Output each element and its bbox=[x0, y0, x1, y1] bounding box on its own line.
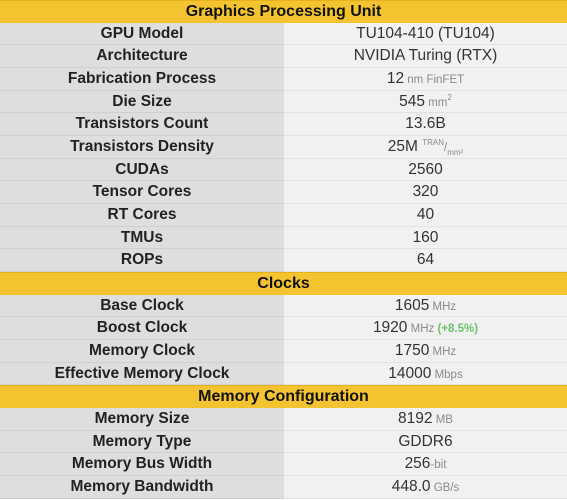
spec-row-memory-clock: Memory Clock 1750 MHz bbox=[0, 339, 567, 363]
value-unit: MHz bbox=[429, 345, 457, 358]
value-text: 1920 bbox=[372, 319, 408, 337]
value-unit: mm bbox=[425, 96, 448, 109]
value-text: 320 bbox=[412, 183, 439, 201]
spec-value: 12 nm FinFET bbox=[284, 67, 567, 91]
spec-row-rt-cores: RT Cores 40 bbox=[0, 204, 567, 227]
spec-row-gpu-model: GPU Model TU104-410 (TU104) bbox=[0, 22, 567, 46]
spec-label: ROPs bbox=[0, 249, 284, 273]
spec-row-transistors-count: Transistors Count 13.6B bbox=[0, 113, 567, 136]
spec-label: GPU Model bbox=[0, 22, 284, 46]
spec-value: 14000 Mbps bbox=[284, 362, 567, 386]
value-unit: MHz bbox=[407, 323, 435, 336]
spec-label: Tensor Cores bbox=[0, 181, 284, 204]
value-text: 13.6B bbox=[405, 115, 446, 133]
value-text: 40 bbox=[416, 206, 435, 223]
spec-row-tensor-cores: Tensor Cores 320 bbox=[0, 181, 567, 204]
spec-value: 1920 MHz (+8.5%) bbox=[284, 317, 567, 340]
value-text: 1750 bbox=[394, 341, 430, 359]
spec-value: GDDR6 bbox=[284, 430, 567, 454]
spec-label: Boost Clock bbox=[0, 317, 284, 340]
spec-value: 1605 MHz bbox=[284, 294, 567, 318]
unit-superscript: TRAN bbox=[422, 137, 445, 147]
spec-label: Memory Type bbox=[0, 430, 284, 454]
spec-row-die-size: Die Size 545 mm2 bbox=[0, 90, 567, 114]
spec-row-tmus: TMUs 160 bbox=[0, 226, 567, 250]
value-text: 545 bbox=[399, 92, 426, 110]
section-header-gpu: Graphics Processing Unit bbox=[0, 0, 567, 23]
spec-label: Memory Bandwidth bbox=[0, 475, 284, 499]
spec-value: 25M TRAN/mm² bbox=[284, 135, 567, 159]
spec-value: 448.0 GB/s bbox=[284, 475, 567, 499]
value-unit: -bit bbox=[430, 459, 447, 472]
spec-row-cudas: CUDAs 2560 bbox=[0, 158, 567, 182]
spec-value: 13.6B bbox=[284, 113, 567, 136]
spec-value: 2560 bbox=[284, 158, 567, 182]
spec-value: TU104-410 (TU104) bbox=[284, 22, 567, 46]
value-text: 448.0 bbox=[391, 477, 431, 495]
value-text: 12 bbox=[386, 69, 405, 87]
spec-label: CUDAs bbox=[0, 158, 284, 182]
spec-value: 160 bbox=[284, 226, 567, 250]
spec-value: 320 bbox=[284, 181, 567, 204]
value-text: 14000 bbox=[388, 364, 432, 382]
spec-label: Transistors Count bbox=[0, 113, 284, 136]
spec-value: NVIDIA Turing (RTX) bbox=[284, 45, 567, 68]
spec-value: 256-bit bbox=[284, 453, 567, 476]
spec-row-memory-size: Memory Size 8192 MB bbox=[0, 407, 567, 431]
spec-row-memory-type: Memory Type GDDR6 bbox=[0, 430, 567, 454]
spec-label: Base Clock bbox=[0, 294, 284, 318]
spec-label: Fabrication Process bbox=[0, 67, 284, 91]
spec-label: Memory Clock bbox=[0, 339, 284, 363]
spec-row-effective-memory-clock: Effective Memory Clock 14000 Mbps bbox=[0, 362, 567, 386]
spec-value: 545 mm2 bbox=[284, 90, 567, 114]
value-text: 1605 bbox=[394, 296, 430, 314]
spec-label: Transistors Density bbox=[0, 135, 284, 159]
unit-separator: / bbox=[444, 141, 448, 154]
value-unit: Mbps bbox=[431, 368, 463, 381]
value-text: 8192 bbox=[398, 409, 433, 427]
value-text: TU104-410 (TU104) bbox=[356, 24, 495, 42]
spec-row-fabrication: Fabrication Process 12 nm FinFET bbox=[0, 67, 567, 91]
spec-label: Architecture bbox=[0, 45, 284, 68]
spec-value: 8192 MB bbox=[284, 407, 567, 431]
spec-row-memory-bandwidth: Memory Bandwidth 448.0 GB/s bbox=[0, 475, 567, 499]
value-text: 160 bbox=[412, 228, 439, 246]
value-unit: GB/s bbox=[430, 481, 460, 494]
value-text: NVIDIA Turing (RTX) bbox=[353, 47, 498, 65]
boost-percentage: (+8.5%) bbox=[434, 323, 479, 336]
spec-value: 1750 MHz bbox=[284, 339, 567, 363]
unit-subscript: mm² bbox=[447, 148, 464, 158]
spec-row-architecture: Architecture NVIDIA Turing (RTX) bbox=[0, 45, 567, 68]
value-text: 2560 bbox=[408, 160, 443, 178]
value-text: 64 bbox=[416, 251, 435, 269]
value-unit: nm FinFET bbox=[404, 73, 465, 86]
spec-row-rops: ROPs 64 bbox=[0, 249, 567, 273]
spec-row-transistors-density: Transistors Density 25M TRAN/mm² bbox=[0, 135, 567, 159]
section-header-memory: Memory Configuration bbox=[0, 385, 567, 408]
spec-label: Effective Memory Clock bbox=[0, 362, 284, 386]
spec-row-memory-bus-width: Memory Bus Width 256-bit bbox=[0, 453, 567, 476]
spec-label: Memory Size bbox=[0, 407, 284, 431]
section-header-clocks: Clocks bbox=[0, 272, 567, 295]
value-text: GDDR6 bbox=[398, 432, 453, 450]
spec-value: 40 bbox=[284, 204, 567, 227]
spec-label: Memory Bus Width bbox=[0, 453, 284, 476]
value-unit: MHz bbox=[429, 300, 457, 313]
value-text: 256 bbox=[404, 455, 431, 473]
spec-value: 64 bbox=[284, 249, 567, 273]
value-text: 25M bbox=[387, 137, 418, 155]
spec-label: RT Cores bbox=[0, 204, 284, 227]
spec-label: Die Size bbox=[0, 90, 284, 114]
spec-label: TMUs bbox=[0, 226, 284, 250]
spec-row-base-clock: Base Clock 1605 MHz bbox=[0, 294, 567, 318]
spec-row-boost-clock: Boost Clock 1920 MHz (+8.5%) bbox=[0, 317, 567, 340]
unit-superscript: 2 bbox=[447, 92, 452, 102]
value-unit: MB bbox=[432, 413, 453, 426]
